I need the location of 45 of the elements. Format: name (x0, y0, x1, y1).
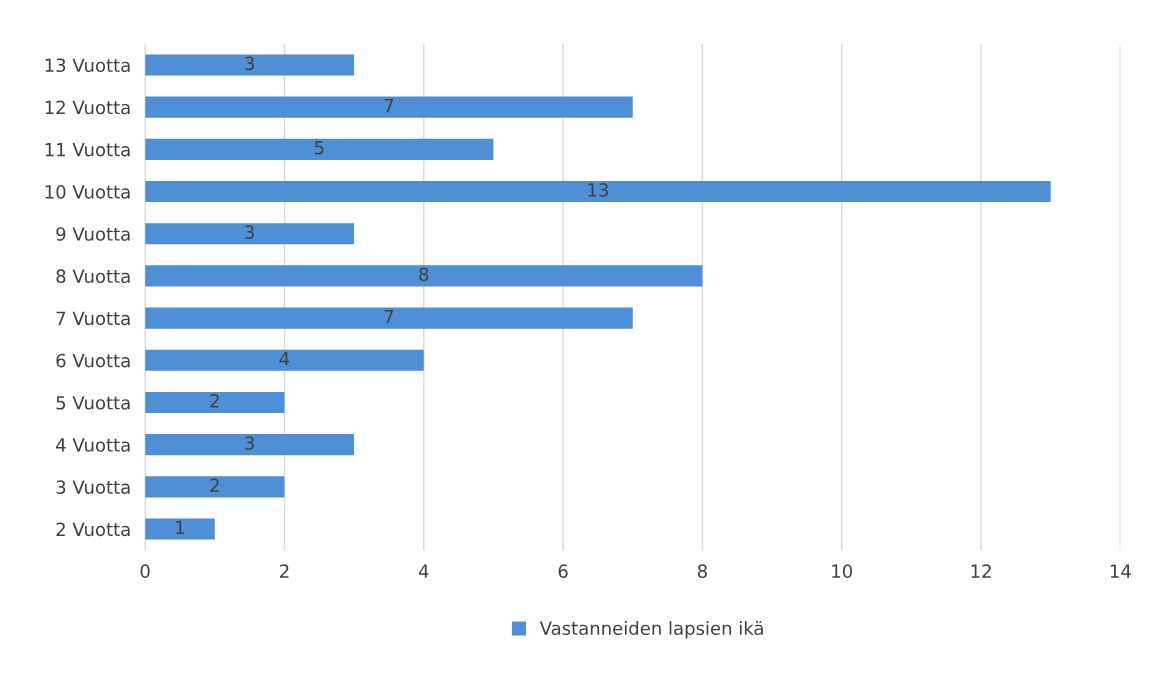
x-tick-label: 0 (140, 564, 150, 578)
data-label: 3 (245, 225, 254, 239)
data-label: 8 (419, 267, 429, 282)
y-tick-label: 7 Vuotta (56, 311, 130, 326)
y-tick-label: 8 Vuotta (56, 269, 130, 284)
y-tick-label: 6 Vuotta (56, 353, 130, 368)
data-label: 3 (245, 56, 254, 71)
data-label: 7 (384, 309, 394, 324)
y-tick-label: 11 Vuotta (45, 143, 130, 157)
data-label: 13 (588, 183, 608, 197)
data-label: 4 (279, 352, 290, 366)
data-label: 1 (176, 520, 185, 535)
bar (145, 54, 355, 76)
bar (145, 518, 215, 540)
bar (145, 223, 355, 245)
data-label: 3 (245, 436, 254, 450)
data-label: 2 (210, 478, 219, 492)
bar (145, 434, 355, 456)
y-tick-label: 2 Vuotta (56, 522, 130, 537)
y-tick-label: 3 Vuotta (56, 480, 130, 494)
x-tick-label: 4 (418, 564, 429, 578)
bar (145, 96, 633, 118)
bar (145, 391, 285, 414)
data-label: 2 (210, 394, 219, 408)
x-tick-label: 14 (1110, 564, 1131, 578)
y-tick-label: 4 Vuotta (56, 438, 130, 452)
y-tick-label: 5 Vuotta (56, 396, 130, 410)
x-tick-label: 2 (280, 564, 289, 578)
x-tick-label: 6 (558, 564, 568, 578)
bar (145, 180, 1051, 203)
y-tick-label: 13 Vuotta (45, 58, 130, 73)
y-tick-label: 12 Vuotta (45, 100, 130, 115)
data-label: 7 (384, 98, 394, 113)
legend-label: Vastanneiden lapsien ikä (539, 621, 763, 639)
bar (145, 476, 285, 498)
bar (145, 349, 424, 371)
bar (145, 265, 703, 287)
x-tick-label: 12 (971, 564, 991, 578)
y-tick-label: 10 Vuotta (45, 184, 130, 199)
bar (145, 307, 633, 329)
x-tick-label: 8 (697, 564, 707, 578)
data-label: 5 (314, 141, 324, 155)
bar (145, 138, 494, 160)
y-tick-label: 9 Vuotta (56, 227, 130, 241)
x-tick-label: 10 (832, 564, 853, 578)
